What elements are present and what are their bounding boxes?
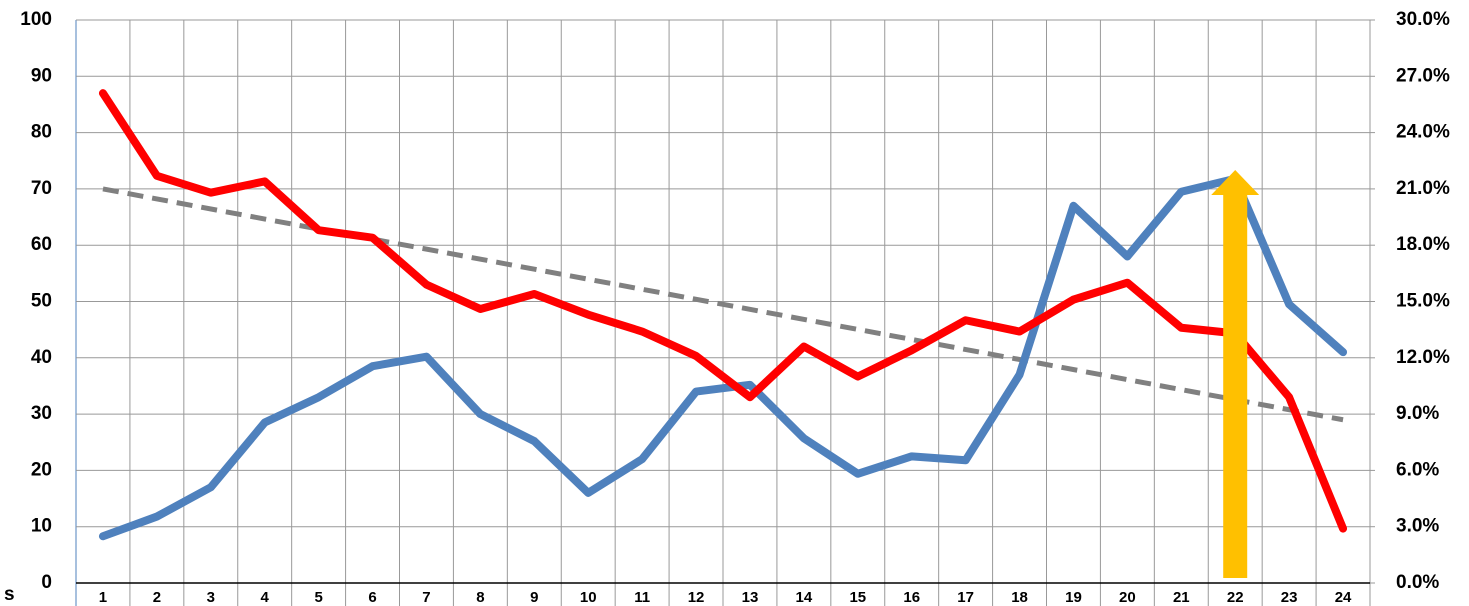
x-tick-label: 9	[530, 589, 538, 606]
x-tick-label: 15	[849, 589, 866, 606]
x-tick-label: 13	[742, 589, 759, 606]
arrow-head	[1211, 170, 1260, 195]
x-tick-label: 18	[1011, 589, 1028, 606]
y2-tick-label: 12.0%	[1396, 347, 1450, 368]
y-tick-label: 80	[31, 122, 52, 143]
x-tick-label: 17	[957, 589, 974, 606]
x-tick-label: 3	[207, 589, 215, 606]
y-tick-label: 20	[31, 459, 52, 480]
y-tick-label: 70	[31, 178, 52, 199]
x-tick-label: 22	[1227, 589, 1244, 606]
x-tick-label: 5	[314, 589, 322, 606]
y2-tick-label: 0.0%	[1396, 572, 1439, 593]
y-tick-label: 0	[41, 572, 52, 593]
x-tick-label: 19	[1065, 589, 1082, 606]
arrow-shaft	[1223, 195, 1248, 578]
y2-tick-label: 9.0%	[1396, 403, 1439, 424]
x-tick-label: 14	[796, 589, 813, 606]
x-tick-label: 12	[688, 589, 705, 606]
x-tick-label: 24	[1335, 589, 1352, 606]
x-axis-label: s	[4, 584, 15, 605]
y2-tick-label: 15.0%	[1396, 291, 1450, 312]
x-tick-label: 23	[1281, 589, 1298, 606]
x-tick-label: 6	[368, 589, 376, 606]
series-line	[98, 89, 1348, 533]
y-tick-label: 10	[31, 516, 52, 537]
y-tick-label: 90	[31, 65, 52, 86]
x-tick-label: 8	[476, 589, 484, 606]
x-tick-label: 16	[903, 589, 920, 606]
y-tick-label: 30	[31, 403, 52, 424]
x-tick-label: 1	[99, 589, 107, 606]
y2-tick-label: 21.0%	[1396, 178, 1450, 199]
x-tick-label: 7	[422, 589, 430, 606]
y2-tick-label: 6.0%	[1396, 459, 1439, 480]
y2-tick-label: 27.0%	[1396, 65, 1450, 86]
y-tick-label: 60	[31, 234, 52, 255]
y2-tick-label: 18.0%	[1396, 234, 1450, 255]
y-tick-label: 40	[31, 347, 52, 368]
x-tick-label: 4	[261, 589, 270, 606]
series-line	[98, 174, 1348, 541]
y2-tick-label: 24.0%	[1396, 122, 1450, 143]
x-tick-label: 20	[1119, 589, 1136, 606]
x-tick-label: 10	[580, 589, 597, 606]
y-tick-label: 100	[20, 9, 52, 30]
y2-tick-label: 3.0%	[1396, 516, 1439, 537]
y-tick-label: 50	[31, 291, 52, 312]
x-tick-label: 11	[634, 589, 650, 606]
x-tick-label: 2	[153, 589, 161, 606]
x-tick-label: 21	[1173, 589, 1190, 606]
y2-tick-label: 30.0%	[1396, 9, 1450, 30]
